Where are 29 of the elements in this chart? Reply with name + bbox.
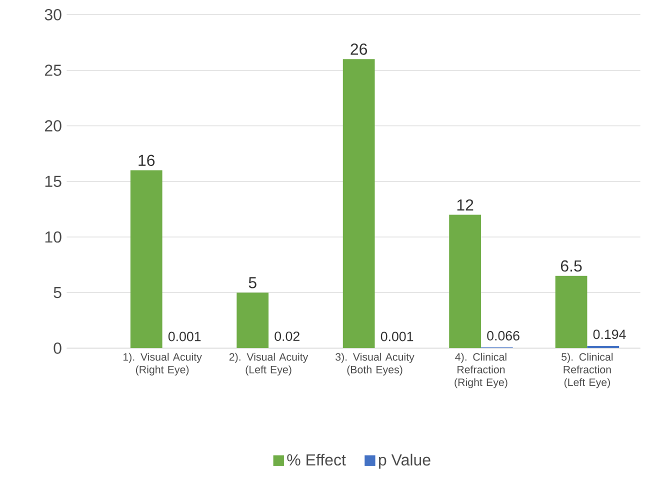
bar — [449, 214, 481, 348]
data-label: 5 — [248, 277, 256, 288]
data-label: 0.02 — [274, 332, 300, 342]
y-tick-label: 0 — [54, 342, 62, 354]
legend-label: p Value — [378, 454, 430, 469]
x-tick-label: 3). Visual Acuity (Both Eyes) — [336, 352, 414, 376]
bar — [555, 276, 588, 348]
x-tick-label: 1). Visual Acuity (Right Eye) — [123, 352, 202, 376]
x-tick-label: 2). Visual Acuity (Left Eye) — [229, 352, 308, 376]
legend-label: % Effect — [287, 454, 346, 466]
data-label: 26 — [350, 44, 368, 55]
y-tick-label: 10 — [45, 231, 62, 243]
x-tick-label: 5). Clinical Refraction (Left Eye) — [562, 352, 613, 388]
data-label: 0.001 — [168, 332, 201, 342]
y-tick-label: 15 — [45, 176, 62, 188]
bar — [342, 59, 375, 348]
data-label: 6.5 — [560, 260, 582, 272]
y-tick-label: 30 — [44, 9, 62, 20]
y-tick-label: 5 — [54, 287, 62, 298]
data-label: 16 — [138, 154, 155, 166]
data-label: 0.194 — [593, 330, 626, 340]
bar — [236, 292, 269, 348]
x-tick-label: 4). Clinical Refraction (Right Eye) — [454, 352, 508, 388]
y-tick-label: 25 — [44, 64, 62, 76]
data-label: 0.001 — [380, 332, 414, 342]
y-tick-label: 20 — [44, 120, 62, 132]
data-label: 0.066 — [487, 331, 520, 341]
bar — [130, 170, 162, 348]
data-label: 12 — [457, 199, 474, 211]
